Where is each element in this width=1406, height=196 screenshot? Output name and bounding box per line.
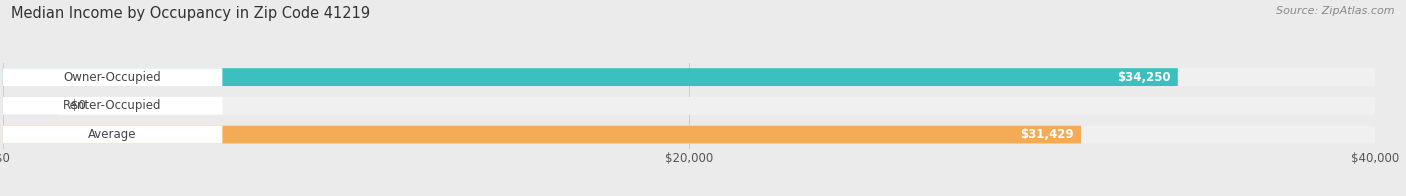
FancyBboxPatch shape (3, 97, 58, 115)
Text: Median Income by Occupancy in Zip Code 41219: Median Income by Occupancy in Zip Code 4… (11, 6, 370, 21)
FancyBboxPatch shape (3, 126, 1375, 143)
FancyBboxPatch shape (3, 126, 222, 143)
FancyBboxPatch shape (3, 68, 1178, 86)
Text: Owner-Occupied: Owner-Occupied (63, 71, 162, 83)
FancyBboxPatch shape (3, 97, 222, 115)
Text: $34,250: $34,250 (1118, 71, 1171, 83)
FancyBboxPatch shape (3, 68, 1375, 86)
FancyBboxPatch shape (3, 126, 1081, 143)
Text: $0: $0 (72, 99, 86, 112)
Text: $31,429: $31,429 (1021, 128, 1074, 141)
Text: Source: ZipAtlas.com: Source: ZipAtlas.com (1277, 6, 1395, 16)
FancyBboxPatch shape (3, 97, 1375, 115)
FancyBboxPatch shape (3, 68, 222, 86)
Text: Renter-Occupied: Renter-Occupied (63, 99, 162, 112)
Text: Average: Average (89, 128, 136, 141)
